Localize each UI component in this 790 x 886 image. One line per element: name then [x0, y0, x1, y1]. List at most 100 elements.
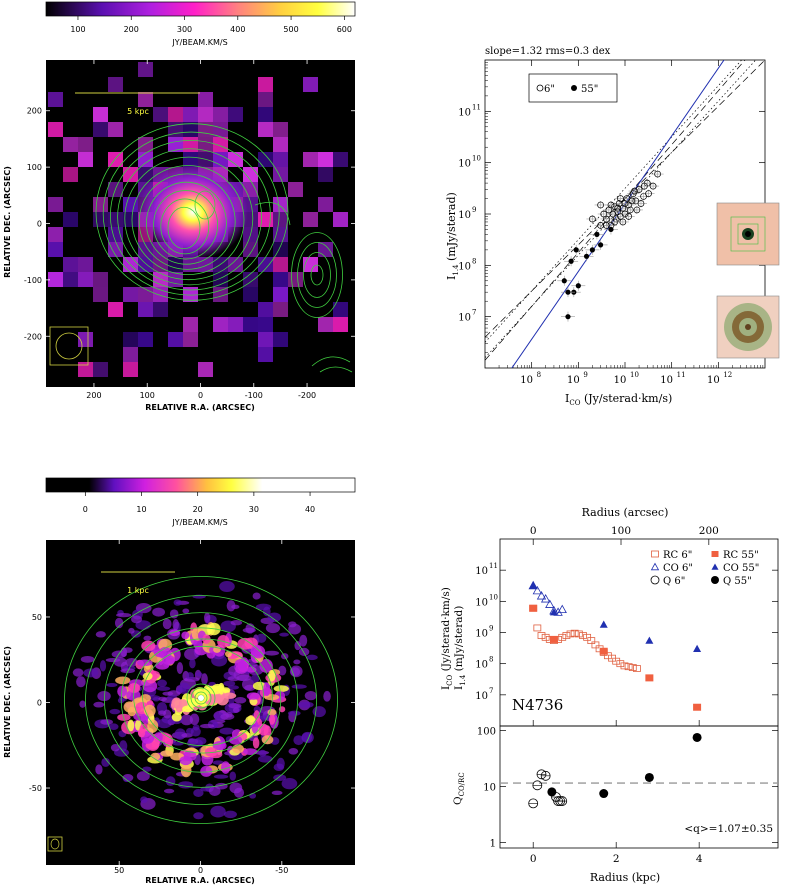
emission-pixel: [78, 272, 93, 287]
emission-pixel: [93, 272, 108, 287]
data-point-6arcsec: [637, 200, 645, 207]
rc-6arcsec-point: [574, 630, 583, 638]
emission-pixel: [153, 107, 168, 122]
data-point-55arcsec: [573, 247, 579, 253]
y-tick-label: 100: [477, 726, 496, 737]
emission-pixel: [303, 152, 318, 167]
co-contour: [311, 356, 351, 367]
diffuse-emission: [156, 686, 171, 691]
colorbar-unit-label: JY/BEAM.KM/S: [171, 38, 227, 47]
x-tick-label: 10: [567, 375, 580, 386]
rc-55arcsec-point: [599, 647, 608, 655]
data-point-55arcsec: [589, 247, 595, 253]
diffuse-emission: [241, 678, 255, 691]
co-contour: [109, 139, 271, 291]
x-tick-exponent: 12: [723, 371, 732, 379]
ring-emission: [246, 666, 257, 673]
y-tick-label: 10: [483, 783, 496, 794]
data-point-6arcsec: [631, 187, 638, 195]
ring-emission: [204, 747, 218, 757]
diffuse-emission: [165, 776, 176, 787]
x-tick-label: 0: [530, 853, 537, 865]
data-point-6arcsec: [614, 204, 622, 212]
emission-pixel: [258, 317, 273, 332]
diffuse-emission: [169, 609, 179, 619]
diffuse-emission: [162, 618, 172, 630]
y-tick-exponent: 9: [489, 625, 493, 633]
emission-pixel: [123, 167, 138, 182]
rc-6arcsec-point: [633, 665, 641, 672]
emission-pixel: [273, 272, 288, 287]
emission-pixel: [258, 347, 273, 362]
rc-6arcsec-point: [570, 629, 579, 637]
diffuse-emission: [162, 691, 174, 696]
diffuse-emission: [163, 709, 172, 719]
legend-label: RC 55": [723, 550, 759, 561]
y-tick-exponent: 8: [489, 656, 493, 664]
emission-pixel: [288, 272, 303, 287]
ring-emission: [263, 682, 271, 697]
legend-marker: [711, 563, 719, 570]
beam-ellipse: [50, 838, 60, 850]
diffuse-emission: [279, 632, 289, 637]
y-tick-exponent: 9: [472, 206, 476, 214]
y-tick-label: 0: [37, 220, 42, 229]
y-tick-exponent: 7: [472, 309, 476, 317]
emission-pixel: [183, 317, 198, 332]
legend-label-55: 55": [581, 84, 598, 95]
data-point-6arcsec: [635, 186, 643, 193]
co-contour: [131, 165, 245, 275]
x-tick-label: 50: [114, 866, 124, 875]
legend-marker-open: [536, 84, 544, 92]
data-point-6arcsec: [600, 210, 608, 218]
data-point-6arcsec: [589, 215, 596, 223]
data-point-55arcsec: [575, 283, 581, 289]
data-point-55arcsec: [561, 278, 567, 284]
diffuse-emission: [200, 723, 215, 729]
q-55arcsec-point: [692, 732, 702, 742]
diffuse-emission: [212, 760, 224, 765]
rc-55arcsec-point: [693, 703, 702, 711]
diffuse-emission: [227, 685, 240, 690]
upper-y-axis-label-rc: I1.4 (mJy/sterad): [453, 606, 467, 690]
emission-pixel: [48, 242, 63, 257]
emission-pixel: [153, 302, 168, 317]
scalebar-label: 1 kpc: [127, 586, 149, 595]
ring-emission: [243, 748, 258, 755]
diffuse-emission: [304, 691, 317, 701]
diffuse-emission: [105, 658, 121, 663]
q-55arcsec-point: [644, 772, 654, 782]
co-6arcsec-point: [557, 604, 567, 614]
x-tick-label: 200: [86, 391, 101, 400]
diffuse-emission: [122, 647, 133, 653]
emission-pixel: [273, 137, 288, 152]
x-tick-label: 0: [198, 866, 203, 875]
emission-pixel: [273, 332, 288, 347]
diffuse-emission: [250, 674, 260, 684]
diffuse-emission: [80, 655, 95, 663]
emission-pixel: [273, 242, 288, 257]
ring-emission: [180, 763, 192, 778]
ring-emission: [160, 750, 174, 757]
legend-label: Q 55": [723, 576, 752, 587]
co-contour: [145, 181, 227, 265]
emission-pixel: [273, 257, 288, 272]
x-tick-label: 10: [707, 375, 720, 386]
diffuse-emission: [223, 810, 237, 819]
inner-emission: [222, 692, 237, 699]
diffuse-emission: [114, 617, 124, 629]
diffuse-emission: [265, 623, 281, 634]
ring-emission: [221, 761, 231, 774]
diffuse-emission: [267, 612, 282, 623]
colorbar-tick-label: 40: [305, 505, 315, 514]
ring-emission: [229, 735, 243, 745]
diffuse-emission: [79, 700, 86, 708]
rc-6arcsec-point: [537, 632, 546, 639]
ring-emission: [127, 719, 135, 732]
co-contour: [85, 595, 317, 805]
co-contour: [138, 173, 236, 270]
diffuse-emission: [288, 623, 302, 635]
diffuse-emission: [294, 641, 301, 651]
legend-marker-filled: [571, 85, 577, 91]
x-tick-exponent: 10: [630, 371, 639, 379]
